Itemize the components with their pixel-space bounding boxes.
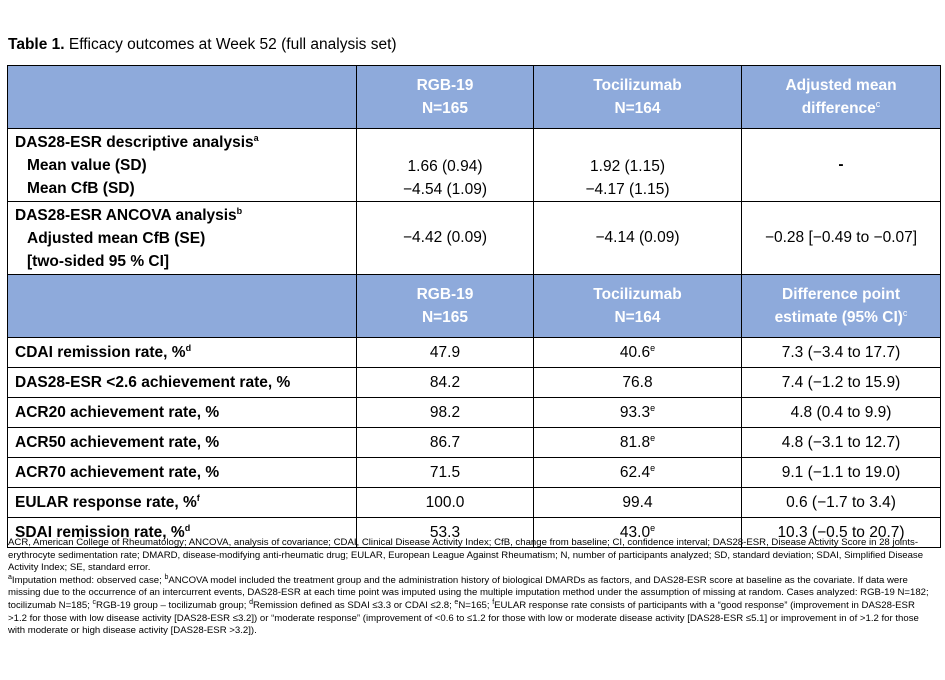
header2-difference: Difference point estimate (95% CI)c — [741, 274, 941, 338]
header2-diff-line1: Difference point — [782, 286, 900, 303]
header2-diff-line2: estimate (95% CI) — [774, 309, 903, 326]
header2-rgb19-name: RGB-19 — [416, 286, 474, 303]
row-label: ACR20 achievement rate, % — [7, 397, 357, 428]
table-row: SDAI remission rate, %d 53.3 43.0e 10.3 … — [7, 517, 941, 548]
ancova-label-cell: DAS28-ESR ANCOVA analysisb Adjusted mean… — [7, 201, 357, 275]
row-diff-value: 0.6 (−1.7 to 3.4) — [741, 487, 941, 518]
row-toc-value: 81.8e — [533, 427, 742, 458]
header-diff-line2: difference — [801, 100, 876, 117]
descriptive-row: DAS28-ESR descriptive analysisa Mean val… — [7, 128, 941, 202]
row-toc-value: 76.8 — [533, 367, 742, 398]
row-label: EULAR response rate, %f — [7, 487, 357, 518]
header-rgb19-name: RGB-19 — [416, 77, 474, 94]
header2-toc-name: Tocilizumab — [593, 286, 682, 303]
ancova-toc: −4.14 (0.09) — [533, 201, 742, 275]
row-rgb-value: 53.3 — [356, 517, 534, 548]
table-row: ACR70 achievement rate, % 71.5 62.4e 9.1… — [7, 457, 941, 488]
header-row-2: RGB-19 N=165 Tocilizumab N=164 Difference … — [7, 274, 941, 338]
superscript-notes: aImputation method: observed case; bANCO… — [8, 573, 929, 637]
mean-cfb-label: Mean CfB (SD) — [27, 179, 135, 197]
ancova-row: DAS28-ESR ANCOVA analysisb Adjusted mean… — [7, 201, 941, 275]
rgb-mean-cfb: −4.54 (1.09) — [402, 181, 488, 198]
descriptive-toc-cell: 1.92 (1.15) −4.17 (1.15) — [533, 128, 742, 202]
table-row: ACR20 achievement rate, % 98.2 93.3e 4.8… — [7, 397, 941, 428]
row-diff-value: 10.3 (−0.5 to 20.7) — [741, 517, 941, 548]
table-row: CDAI remission rate, %d 47.9 40.6e 7.3 (… — [7, 337, 941, 368]
table-number: Table 1. — [8, 36, 65, 53]
toc-mean-value: 1.92 (1.15) — [590, 158, 665, 175]
descriptive-diff: - — [741, 128, 941, 202]
descriptive-label-cell: DAS28-ESR descriptive analysisa Mean val… — [7, 128, 357, 202]
rgb-mean-value: 1.66 (0.94) — [407, 158, 483, 175]
table-row: DAS28-ESR <2.6 achievement rate, % 84.2 … — [7, 367, 941, 398]
row-rgb-value: 86.7 — [356, 427, 534, 458]
descriptive-heading: DAS28-ESR descriptive analysis — [15, 133, 254, 151]
header2-tocilizumab: Tocilizumab N=164 — [533, 274, 742, 338]
row-diff-value: 4.8 (−3.1 to 12.7) — [741, 427, 941, 458]
abbreviations-note: ACR, American College of Rheumatology; A… — [8, 537, 924, 574]
ancova-heading: DAS28-ESR ANCOVA analysis — [15, 206, 237, 224]
row-diff-value: 7.4 (−1.2 to 15.9) — [741, 367, 941, 398]
efficacy-table: RGB-19 N=165 Tocilizumab N=164 Adjusted me… — [7, 65, 941, 548]
header-toc-n: N=164 — [614, 100, 661, 117]
row-label: ACR70 achievement rate, % — [7, 457, 357, 488]
row-label: CDAI remission rate, %d — [7, 337, 357, 368]
row-diff-value: 9.1 (−1.1 to 19.0) — [741, 457, 941, 488]
table-row: EULAR response rate, %f 100.0 99.4 0.6 (… — [7, 487, 941, 518]
row-rgb-value: 84.2 — [356, 367, 534, 398]
row-toc-value: 40.6e — [533, 337, 742, 368]
row-rgb-value: 47.9 — [356, 337, 534, 368]
header2-rgb19: RGB-19 N=165 — [356, 274, 534, 338]
header-rgb19-n: N=165 — [421, 100, 469, 117]
ancova-sup: b — [236, 205, 243, 216]
row-rgb-value: 98.2 — [356, 397, 534, 428]
row-diff-value: 4.8 (0.4 to 9.9) — [741, 397, 941, 428]
descriptive-rgb-cell: 1.66 (0.94) −4.54 (1.09) — [356, 128, 534, 202]
row-rgb-value: 100.0 — [356, 487, 534, 518]
table-row: ACR50 achievement rate, % 86.7 81.8e 4.8… — [7, 427, 941, 458]
row-label: DAS28-ESR <2.6 achievement rate, % — [7, 367, 357, 398]
header2-blank-cell — [7, 274, 357, 338]
adjusted-mean-label: Adjusted mean CfB (SE) — [27, 229, 206, 247]
row-toc-value: 62.4e — [533, 457, 742, 488]
header-row-1: RGB-19 N=165 Tocilizumab N=164 Adjusted me… — [7, 65, 941, 129]
header-rgb19: RGB-19 N=165 — [356, 65, 534, 129]
ancova-diff: −0.28 [−0.49 to −0.07] — [741, 201, 941, 275]
header-toc-name: Tocilizumab — [593, 77, 682, 94]
row-diff-value: 7.3 (−3.4 to 17.7) — [741, 337, 941, 368]
header2-rgb19-n: N=165 — [421, 309, 469, 326]
mean-value-label: Mean value (SD) — [27, 156, 147, 174]
row-toc-value: 43.0e — [533, 517, 742, 548]
row-toc-value: 99.4 — [533, 487, 742, 518]
row-label: ACR50 achievement rate, % — [7, 427, 357, 458]
row-label: SDAI remission rate, %d — [7, 517, 357, 548]
header-tocilizumab: Tocilizumab N=164 — [533, 65, 742, 129]
descriptive-sup: a — [253, 132, 259, 143]
header-diff-line1: Adjusted mean — [785, 77, 897, 94]
header-adjusted-diff: Adjusted mean differencec — [741, 65, 941, 129]
row-toc-value: 93.3e — [533, 397, 742, 428]
ci-label: [two-sided 95 % CI] — [27, 252, 170, 270]
header-diff-sup: c — [875, 98, 881, 109]
row-rgb-value: 71.5 — [356, 457, 534, 488]
header-blank-cell — [7, 65, 357, 129]
footnotes: ACR, American College of Rheumatology; A… — [8, 537, 933, 638]
table-title: Table 1. Efficacy outcomes at Week 52 (f… — [8, 36, 397, 54]
toc-mean-cfb: −4.17 (1.15) — [585, 181, 670, 198]
header2-toc-n: N=164 — [614, 309, 661, 326]
header2-diff-sup: c — [902, 307, 908, 318]
table-caption: Efficacy outcomes at Week 52 (full analy… — [64, 36, 397, 53]
ancova-rgb: −4.42 (0.09) — [356, 201, 534, 275]
